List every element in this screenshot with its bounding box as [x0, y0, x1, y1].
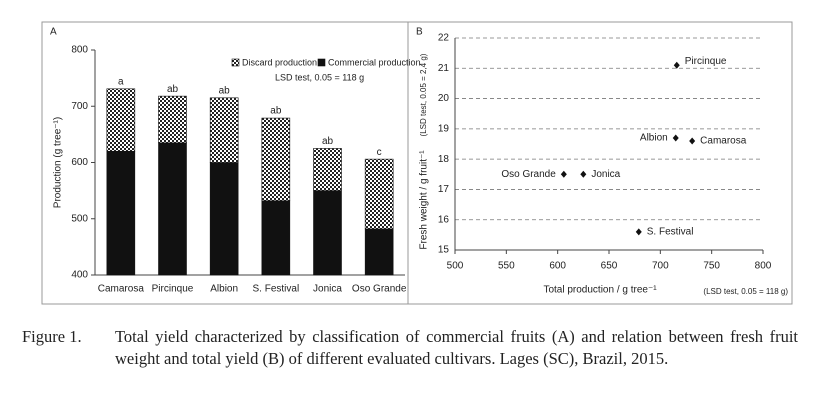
y-tick-label: 20	[438, 93, 450, 104]
bar-segment	[364, 228, 394, 276]
point-label: Albion	[640, 133, 668, 144]
bar-segment	[158, 142, 187, 276]
bar-segment	[158, 95, 187, 144]
x-tick-label: 650	[601, 261, 618, 272]
x-tick-label: S. Festival	[252, 284, 299, 295]
y-tick-label: 16	[438, 214, 450, 225]
x-tick-label: Jonica	[313, 284, 342, 295]
legend-label: Discard production	[242, 57, 317, 67]
x-tick-label: Pircinque	[152, 284, 194, 295]
y-tick-label: 700	[71, 101, 88, 112]
bar-annotation: c	[377, 147, 382, 158]
y-tick-label: 400	[71, 270, 88, 281]
y-tick-label: 600	[71, 157, 88, 168]
x-note: (LSD test, 0.05 = 118 g)	[703, 287, 788, 296]
point-label: Oso Grande	[501, 169, 556, 180]
legend-swatch	[231, 58, 240, 67]
legend-swatch	[317, 58, 326, 67]
bar-segment	[209, 97, 239, 163]
bar-annotation: ab	[322, 136, 334, 147]
x-tick-label: 750	[703, 261, 720, 272]
panel-frame	[407, 21, 793, 305]
bar-annotation: a	[118, 76, 124, 87]
bar-segment	[313, 190, 342, 276]
x-axis-label: Total production / g tree⁻¹	[543, 285, 657, 296]
bar-segment	[261, 200, 291, 276]
x-tick-label: 500	[447, 261, 464, 272]
bar-segment	[313, 148, 342, 191]
x-tick-label: Camarosa	[98, 284, 145, 295]
y-tick-label: 21	[438, 63, 450, 74]
lsd-note: LSD test, 0.05 = 118 g	[275, 72, 364, 82]
panel-label: B	[416, 27, 423, 38]
x-tick-label: 800	[755, 261, 772, 272]
y-tick-label: 22	[438, 33, 450, 44]
panel-label: A	[50, 27, 57, 38]
point-label: Pircinque	[685, 56, 727, 67]
bar-annotation: ab	[167, 84, 179, 95]
bar-segment	[364, 158, 394, 230]
caption-label: Figure 1.	[22, 327, 82, 346]
bar-segment	[106, 150, 136, 276]
y-tick-label: 19	[438, 123, 450, 134]
point-label: S. Festival	[647, 226, 694, 237]
x-tick-label: Albion	[210, 284, 238, 295]
point	[580, 170, 587, 178]
point-label: Jonica	[591, 169, 620, 180]
y-tick-label: 500	[71, 213, 88, 224]
y-tick-label: 800	[71, 45, 88, 56]
bar-annotation: ab	[219, 85, 231, 96]
point	[672, 134, 679, 142]
y-note: (LSD test, 0.05 = 2,4 g)	[419, 53, 428, 136]
point	[635, 228, 642, 236]
caption: Figure 1. Total yield characterized by c…	[22, 326, 798, 370]
y-tick-label: 17	[438, 184, 450, 195]
point	[689, 137, 696, 145]
point	[560, 170, 567, 178]
x-tick-label: 550	[498, 261, 515, 272]
bar-segment	[261, 117, 291, 202]
legend-label: Commercial production	[328, 57, 421, 67]
point-label: Camarosa	[700, 136, 747, 147]
x-tick-label: 600	[549, 261, 566, 272]
x-tick-label: 700	[652, 261, 669, 272]
x-tick-label: Oso Grande	[352, 284, 407, 295]
bar-segment	[209, 162, 239, 276]
y-axis-label: Fresh weight / g fruit⁻¹	[419, 150, 430, 250]
caption-text: Total yield characterized by classificat…	[115, 327, 798, 368]
bar-annotation: ab	[270, 106, 282, 117]
y-tick-label: 15	[438, 245, 450, 256]
figure: A 400 500 600 700 800 Production (g tree⁻¹) a Ca…	[41, 21, 793, 305]
y-axis-label: Production (g tree⁻¹)	[53, 117, 64, 208]
point	[673, 61, 680, 69]
y-tick-label: 18	[438, 154, 450, 165]
bar-segment	[106, 88, 136, 152]
